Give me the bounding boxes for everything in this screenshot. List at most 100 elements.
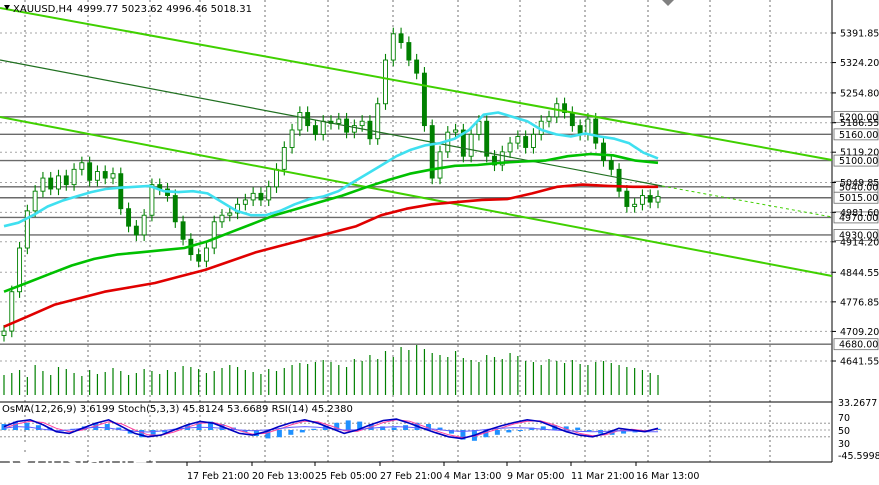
candle-body [507, 142, 513, 153]
candle-body [102, 171, 108, 179]
osma-bar [345, 420, 351, 430]
osma-bar [494, 430, 500, 435]
ohlc-label: 4999.77 5023.62 4996.46 5018.31 [77, 4, 252, 15]
level-label-box [833, 154, 879, 167]
candle-body [211, 221, 217, 249]
candle-body [320, 120, 326, 135]
candle-body [63, 175, 69, 186]
channel-lower [0, 116, 833, 277]
moving-averages [3, 111, 659, 328]
osma-bar [448, 430, 454, 434]
osma-bar [150, 430, 156, 436]
candle-body [406, 42, 412, 61]
osma-bar [35, 425, 41, 430]
candle-body [585, 118, 591, 135]
candle-body [383, 59, 388, 105]
instaforex-logo-icon [9, 444, 39, 474]
level-label-box [833, 229, 879, 241]
candle-body [312, 125, 318, 135]
candle-body [87, 162, 93, 181]
candle-body [203, 247, 209, 262]
osma-bar [575, 427, 581, 430]
candle-body [639, 195, 645, 205]
level-label: 5200.00 [839, 112, 878, 123]
candle-body [632, 203, 638, 207]
level-label: 5160.00 [839, 130, 878, 141]
level-label: 5015.00 [839, 193, 878, 204]
candle-body [624, 190, 630, 207]
candle-body [390, 33, 396, 61]
time-axis: 17 Feb 21:00 20 Feb 13:00 25 Feb 05:00 27 F… [186, 462, 699, 482]
osma-bar [563, 426, 569, 430]
candle-body [414, 59, 420, 74]
candle-body [149, 184, 155, 216]
osma-bar [139, 430, 145, 438]
osma-bar [208, 421, 214, 430]
osma-bar [311, 428, 317, 430]
logo-center-dot [19, 454, 29, 464]
candle-body [616, 168, 622, 192]
candle-body [515, 136, 521, 144]
osma-bar [93, 422, 99, 430]
candle-body [94, 171, 100, 181]
price-tick-label: 5119.20 [840, 148, 879, 159]
indicator-panel[interactable] [0, 418, 832, 441]
candle-body [530, 133, 536, 148]
candle-body [32, 190, 38, 212]
indicator-tick-label: 70 [838, 413, 850, 424]
candle-body [118, 173, 124, 210]
level-label-box [833, 128, 879, 141]
osma-bar [621, 430, 627, 434]
level-label: 4930.00 [839, 230, 878, 241]
level-label-box [833, 191, 879, 204]
osma-bar [380, 426, 386, 430]
candle-body [608, 160, 614, 170]
candle-body [336, 118, 342, 124]
scroll-marker-icon[interactable] [662, 0, 674, 6]
candle-body [196, 254, 202, 262]
top-right-marker [662, 0, 674, 6]
osma-bar [586, 430, 592, 432]
osma-bar [483, 430, 489, 438]
candle-body [476, 120, 482, 135]
osma-bar [426, 424, 432, 430]
candle-body [281, 147, 287, 170]
trend-channel-lines[interactable] [0, 7, 833, 277]
level-label-box [833, 211, 879, 224]
time-tick-label: 16 Mar 13:00 [636, 471, 699, 482]
price-tick-label: 4844.55 [840, 268, 879, 279]
candle-body [71, 168, 77, 186]
watermark-brand: instaforex [44, 445, 162, 475]
osma-bar [162, 430, 168, 433]
osma-bar [334, 422, 340, 430]
stoch-main-line [3, 418, 659, 440]
level-label: 5040.00 [839, 182, 878, 193]
price-tick-label: 4709.20 [840, 327, 879, 338]
osma-bar [12, 421, 18, 430]
price-tick-label: 5254.80 [840, 88, 879, 99]
level-label-box [833, 338, 879, 351]
price-axis: 5391.85 5324.20 5254.80 5186.55 5119.20 5049.… [832, 29, 879, 462]
osma-bar [253, 430, 259, 436]
price-tick-label: 5324.20 [840, 58, 879, 69]
indicator-header: OsMA(12,26,9) 3.6199 Stoch(5,3,3) 45.812… [2, 404, 353, 415]
candle-body [593, 118, 599, 144]
candle-body [79, 162, 85, 170]
caret-down-icon[interactable] [4, 5, 10, 10]
indicator-tick-label: 33.2677 [838, 398, 877, 409]
candle-body [266, 186, 272, 201]
candle-body [492, 155, 497, 166]
watermark: instaforex Instant Forex Trading [9, 444, 162, 484]
level-label: 4680.00 [839, 340, 878, 351]
osma-bar [116, 427, 122, 430]
ema-fast-line [3, 111, 659, 228]
level-label: 4970.00 [839, 213, 878, 224]
candle-body [429, 125, 435, 179]
price-tick-label: 5049.85 [840, 178, 879, 189]
level-label-box [833, 110, 879, 123]
osma-bar [437, 427, 443, 430]
candle-body [274, 168, 279, 188]
candle-body [133, 225, 139, 236]
